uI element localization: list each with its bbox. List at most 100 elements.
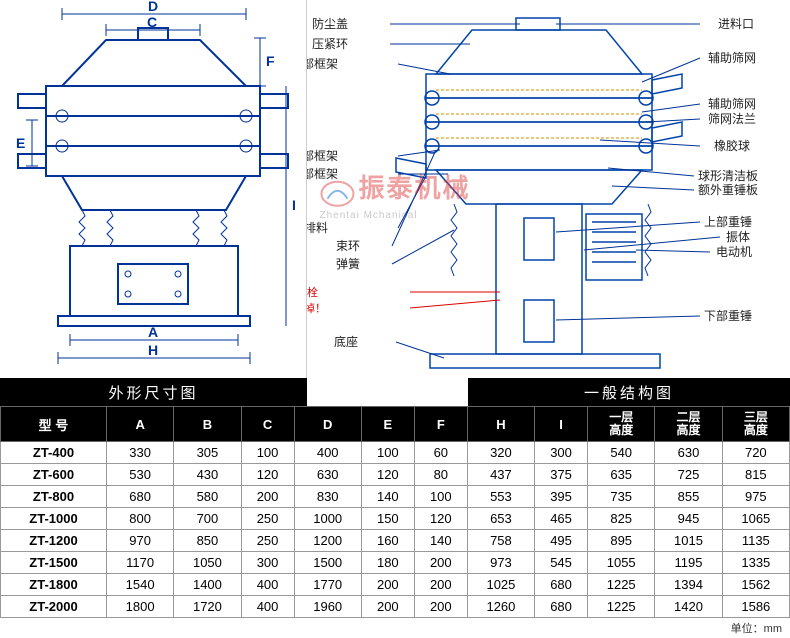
table-row: ZT-60053043012063012080437375635725815 [1,464,790,486]
table-cell: 250 [241,530,294,552]
struct-label: 振体 [726,230,750,244]
table-row: ZT-1500117010503001500180200973545105511… [1,552,790,574]
struct-label: 压紧环 [312,37,348,51]
table-cell: 200 [414,596,467,618]
table-cell: 400 [241,596,294,618]
table-cell: 140 [414,530,467,552]
struct-label: 电动机 [716,245,752,259]
table-cell: 320 [467,442,534,464]
struct-label: 中部框架 [307,148,338,163]
table-cell: ZT-800 [1,486,107,508]
struct-label: 防尘盖 [312,16,348,31]
table-row: ZT-2000180017204001960200200126068012251… [1,596,790,618]
table-cell: 653 [467,508,534,530]
table-cell: 437 [467,464,534,486]
struct-label: 弹簧 [336,256,360,271]
svg-text:I: I [292,197,296,213]
table-cell: 635 [588,464,655,486]
table-cell: 495 [535,530,588,552]
dimension-diagram: D C F E [0,0,307,378]
table-cell: 1195 [655,552,722,574]
table-cell: 1720 [174,596,241,618]
table-cell: 120 [361,464,414,486]
svg-text:F: F [266,53,275,69]
table-header-row: 型 号ABCDEFHI一层高度二层高度三层高度 [1,407,790,442]
table-header: A [106,407,173,442]
table-cell: 680 [535,596,588,618]
label-dimension: 外形尺寸图 [0,378,307,406]
table-cell: ZT-1000 [1,508,107,530]
table-cell: 200 [414,574,467,596]
table-cell: 825 [588,508,655,530]
table-cell: 1500 [294,552,361,574]
table-cell: ZT-1800 [1,574,107,596]
table-cell: 1000 [294,508,361,530]
structure-diagram: 防尘盖压紧环顶部框架中部框架底部框架小尺寸排料束环弹簧运输用固定螺栓试机时去掉！… [307,0,790,378]
table-cell: 1394 [655,574,722,596]
table-cell: 1586 [722,596,789,618]
table-cell: 735 [588,486,655,508]
struct-label: 底座 [334,334,358,349]
struct-label: 下部重锤 [704,308,752,323]
table-cell: 850 [174,530,241,552]
table-cell: 545 [535,552,588,574]
table-cell: 975 [722,486,789,508]
struct-label: 束环 [336,239,360,253]
table-cell: 1400 [174,574,241,596]
struct-label: 底部框架 [307,166,338,181]
table-cell: 120 [414,508,467,530]
table-cell: 1135 [722,530,789,552]
table-cell: 973 [467,552,534,574]
svg-text:E: E [16,135,25,151]
struct-label: 球形清洁板 [698,169,758,183]
table-cell: 305 [174,442,241,464]
table-header: D [294,407,361,442]
table-cell: 1050 [174,552,241,574]
table-cell: 1025 [467,574,534,596]
table-row: ZT-1200970850250120016014075849589510151… [1,530,790,552]
table-cell: 300 [241,552,294,574]
table-cell: 200 [241,486,294,508]
svg-text:D: D [148,0,158,14]
table-header: 二层高度 [655,407,722,442]
table-cell: 630 [655,442,722,464]
table-cell: 758 [467,530,534,552]
table-cell: 140 [361,486,414,508]
table-cell: 1200 [294,530,361,552]
svg-text:A: A [148,324,158,340]
table-header: 一层高度 [588,407,655,442]
table-cell: 1335 [722,552,789,574]
unit-label: 单位：mm [0,618,790,638]
table-cell: 1420 [655,596,722,618]
table-cell: 200 [361,596,414,618]
struct-label: 辅助筛网 [708,96,756,111]
table-cell: 700 [174,508,241,530]
table-header: E [361,407,414,442]
struct-label: 运输用固定螺栓 [307,285,318,299]
struct-label: 筛网法兰 [708,111,756,126]
table-header: F [414,407,467,442]
table-cell: 80 [414,464,467,486]
table-cell: 250 [241,508,294,530]
table-cell: ZT-400 [1,442,107,464]
table-cell: 1225 [588,596,655,618]
table-cell: 200 [414,552,467,574]
struct-label: 额外重锤板 [698,182,758,197]
svg-text:H: H [148,342,158,358]
table-cell: 60 [414,442,467,464]
table-cell: ZT-2000 [1,596,107,618]
table-cell: 895 [588,530,655,552]
table-cell: 1770 [294,574,361,596]
table-header: H [467,407,534,442]
table-cell: 630 [294,464,361,486]
table-cell: 800 [106,508,173,530]
table-cell: 300 [535,442,588,464]
table-cell: ZT-600 [1,464,107,486]
table-cell: 100 [414,486,467,508]
table-cell: 725 [655,464,722,486]
spec-table-wrap: 型 号ABCDEFHI一层高度二层高度三层高度 ZT-4003303051004… [0,406,790,638]
table-cell: 1065 [722,508,789,530]
table-cell: 970 [106,530,173,552]
table-row: ZT-800680580200830140100553395735855975 [1,486,790,508]
table-cell: 830 [294,486,361,508]
